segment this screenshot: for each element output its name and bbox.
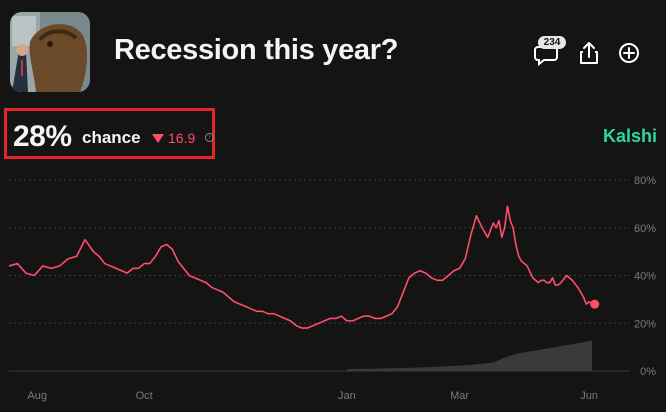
info-icon[interactable]: i [205,133,214,142]
x-axis-ticks: Aug Oct Jan Mar Jun [27,390,598,402]
x-tick-label: Aug [27,390,47,402]
source-label[interactable]: Kalshi [602,126,657,146]
probability-change: 16.9 [152,130,195,146]
down-triangle-icon [152,133,164,143]
add-icon[interactable] [616,40,642,66]
y-tick-label: 80% [634,175,656,187]
y-tick-label: 20% [634,318,656,330]
y-tick-label: 60% [634,223,656,235]
x-tick-label: Oct [136,390,153,402]
probability-percent: 28% [13,120,72,153]
chart-series-group [8,205,600,329]
y-tick-label: 0% [640,366,656,378]
market-title: Recession this year? [114,34,399,66]
volume-area [346,340,592,371]
series-line [8,205,596,329]
share-icon[interactable] [576,40,602,66]
comments-count-badge: 234 [538,36,566,49]
volume-area-group [346,340,592,371]
market-thumbnail [10,12,90,92]
y-tick-label: 40% [634,271,656,283]
y-axis-ticks: 80% 60% 40% 20% 0% [634,175,656,378]
probability-change-value: 16.9 [168,130,196,146]
chart-grid [9,179,630,372]
bull-statue-photo [10,12,90,92]
x-tick-label: Jan [338,390,356,402]
x-tick-label: Jun [580,390,598,402]
chance-label: chance [82,128,141,147]
comments-icon[interactable] [533,40,559,67]
probability-highlight-box: 28% chance 16.9 i [4,108,215,159]
series-end-point [590,299,600,309]
x-tick-label: Mar [450,390,469,402]
